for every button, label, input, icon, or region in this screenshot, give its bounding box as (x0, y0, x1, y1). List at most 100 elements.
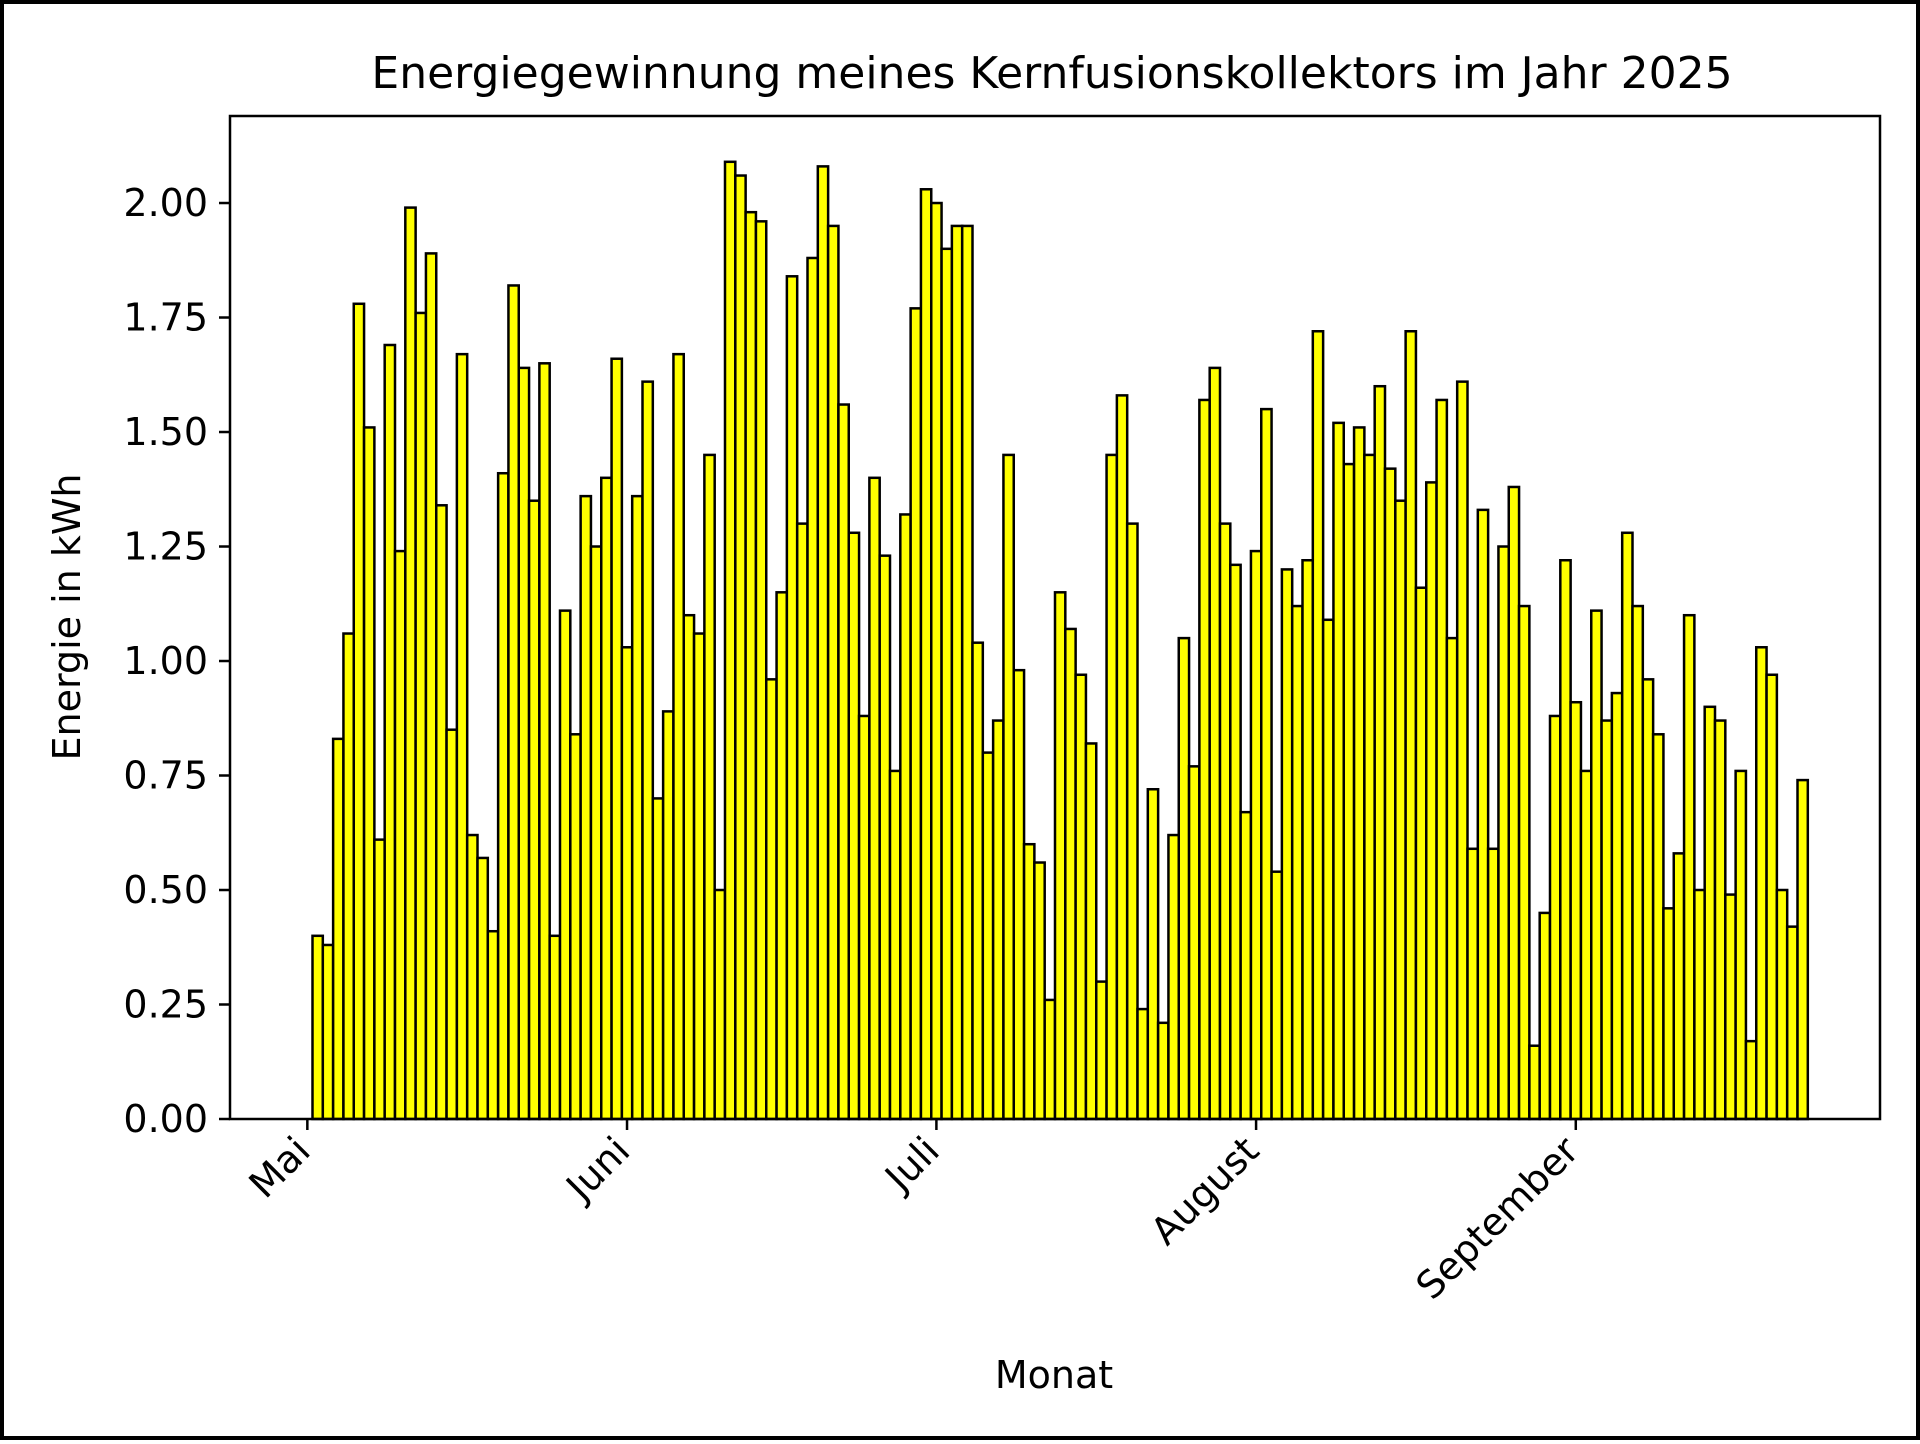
x-tick-label: Mai (240, 1128, 318, 1206)
bar (651, 797, 665, 1121)
bar (1528, 1044, 1541, 1121)
bar (1002, 453, 1015, 1121)
x-tick-label: August (1142, 1128, 1267, 1253)
bar (1311, 330, 1325, 1121)
y-tick-label: 1.75 (123, 296, 208, 340)
bar (1435, 398, 1449, 1121)
bar (465, 833, 479, 1121)
bar (1342, 462, 1356, 1121)
bar (1352, 426, 1366, 1121)
bar (734, 174, 747, 1121)
bar (1115, 394, 1129, 1121)
bar (1290, 604, 1304, 1121)
bar (795, 522, 809, 1121)
bar (1497, 545, 1510, 1121)
bar (342, 632, 355, 1121)
bar (1466, 847, 1480, 1121)
chart-title: Energiegewinnung meines Kernfusionskolle… (371, 48, 1732, 99)
bar (1280, 568, 1294, 1121)
bar (1383, 467, 1397, 1121)
y-tick-label: 0.25 (123, 983, 208, 1027)
bar (569, 733, 582, 1121)
bar (1095, 980, 1108, 1121)
bar (919, 188, 933, 1121)
bar (404, 206, 417, 1121)
bar (1559, 559, 1572, 1121)
bar (971, 641, 985, 1121)
bar (960, 224, 974, 1121)
bar (1548, 714, 1562, 1121)
bar (414, 311, 428, 1121)
bar (1425, 481, 1438, 1121)
bar (930, 201, 943, 1121)
y-tick-label: 0.00 (123, 1097, 208, 1141)
bar (1239, 810, 1253, 1121)
bar (1641, 678, 1655, 1121)
bar (331, 737, 345, 1121)
bar (682, 613, 696, 1121)
bar (1033, 861, 1046, 1121)
y-tick-label: 1.50 (123, 410, 208, 454)
x-axis-label: Monat (995, 1353, 1113, 1397)
bar (1043, 998, 1057, 1121)
bar (713, 888, 727, 1121)
plot-frame (228, 114, 1882, 1121)
bar (1074, 673, 1088, 1121)
bar (1404, 330, 1418, 1121)
bar (1445, 636, 1459, 1121)
bar (1755, 646, 1768, 1121)
bar (1084, 742, 1098, 1121)
bar (1332, 421, 1345, 1121)
bar (899, 513, 912, 1121)
bar (517, 366, 531, 1121)
bar (1682, 613, 1696, 1121)
bar (1208, 366, 1222, 1121)
bar (1631, 604, 1645, 1121)
bar (486, 929, 500, 1121)
bar (548, 934, 562, 1121)
bar (1600, 719, 1614, 1121)
bar (868, 476, 881, 1121)
bar (806, 256, 820, 1121)
bar (527, 499, 541, 1121)
bar (1507, 485, 1521, 1121)
bar (1538, 911, 1552, 1121)
y-tick-label: 1.00 (123, 639, 208, 683)
bar (1579, 769, 1593, 1121)
bar (1796, 778, 1810, 1121)
bar (1569, 700, 1583, 1121)
bar (1734, 769, 1748, 1121)
bar (610, 357, 624, 1121)
x-tick-label: Juli (875, 1128, 947, 1200)
bar (1218, 522, 1232, 1121)
y-tick-label: 2.00 (123, 181, 208, 225)
bar (352, 302, 366, 1121)
bar (754, 220, 768, 1121)
bar (785, 275, 799, 1121)
x-tick-label: Juni (556, 1128, 638, 1210)
chart-svg: Energiegewinnung meines Kernfusionskolle… (45, 48, 1882, 1397)
bar (1590, 609, 1603, 1121)
bar (393, 549, 407, 1121)
bar (1476, 508, 1490, 1121)
bar (362, 426, 376, 1121)
bar (672, 352, 685, 1121)
bar (373, 838, 386, 1121)
bar (1672, 852, 1686, 1121)
bar (1187, 765, 1201, 1121)
x-tick-label: September (1408, 1128, 1588, 1308)
bar (600, 476, 613, 1121)
bar (1198, 398, 1211, 1121)
bar (1177, 636, 1191, 1121)
bar (1363, 453, 1376, 1121)
bar (558, 609, 572, 1121)
bar (703, 453, 716, 1121)
bar (1249, 549, 1263, 1121)
bar (775, 591, 789, 1121)
bar (589, 545, 603, 1121)
bar (1064, 627, 1077, 1121)
bar (630, 494, 644, 1121)
bar (620, 646, 634, 1121)
bar (1301, 559, 1315, 1121)
